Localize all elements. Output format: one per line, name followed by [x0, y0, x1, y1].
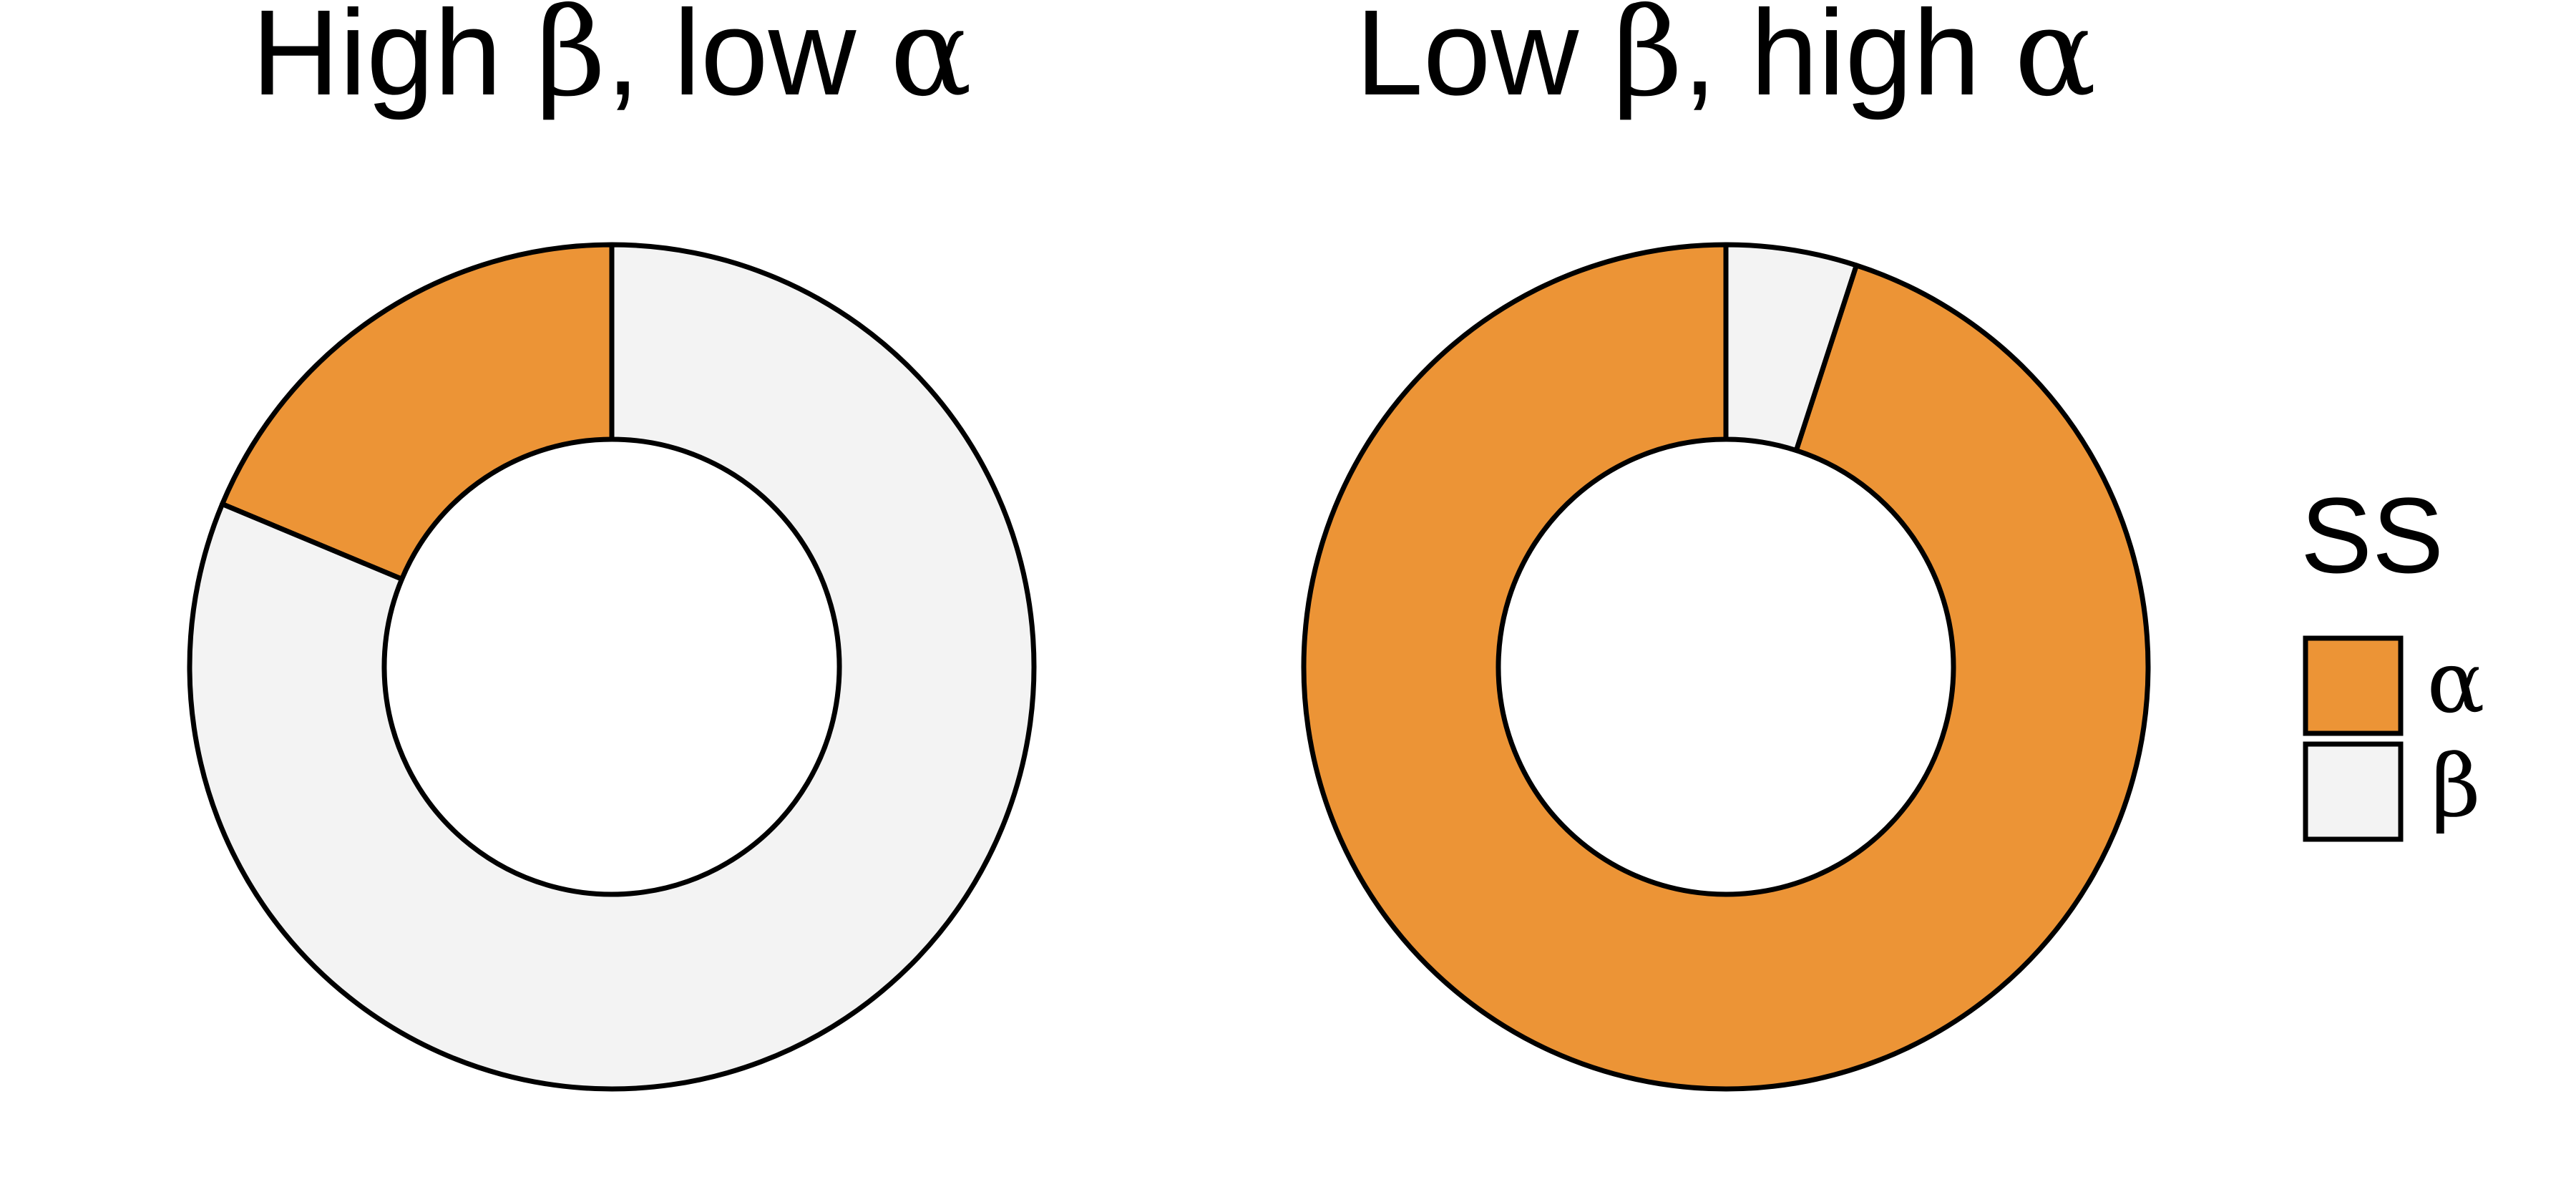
donut-chart-2: Low β, high α	[1301, 0, 2151, 1092]
chart-1-title: High β, low α	[252, 0, 972, 124]
chart-2-slices	[1301, 242, 2151, 1092]
chart-2-slice-beta	[1723, 242, 1859, 454]
legend-label-alpha: α	[2426, 633, 2484, 733]
donut-chart-1: High β, low α	[187, 0, 1037, 1092]
chart-2-slice-alpha	[1301, 242, 2151, 1092]
legend: SS α β	[2301, 475, 2485, 842]
legend-swatch-alpha	[2303, 635, 2404, 736]
chart-2-title: Low β, high α	[1355, 0, 2096, 124]
chart-1-slice-beta	[187, 242, 1037, 1092]
legend-label-beta: β	[2431, 737, 2480, 836]
legend-title: SS	[2301, 475, 2444, 595]
legend-swatch-beta	[2303, 741, 2404, 842]
chart-1-slices	[187, 242, 1037, 1092]
chart-1-slice-alpha	[220, 242, 615, 582]
